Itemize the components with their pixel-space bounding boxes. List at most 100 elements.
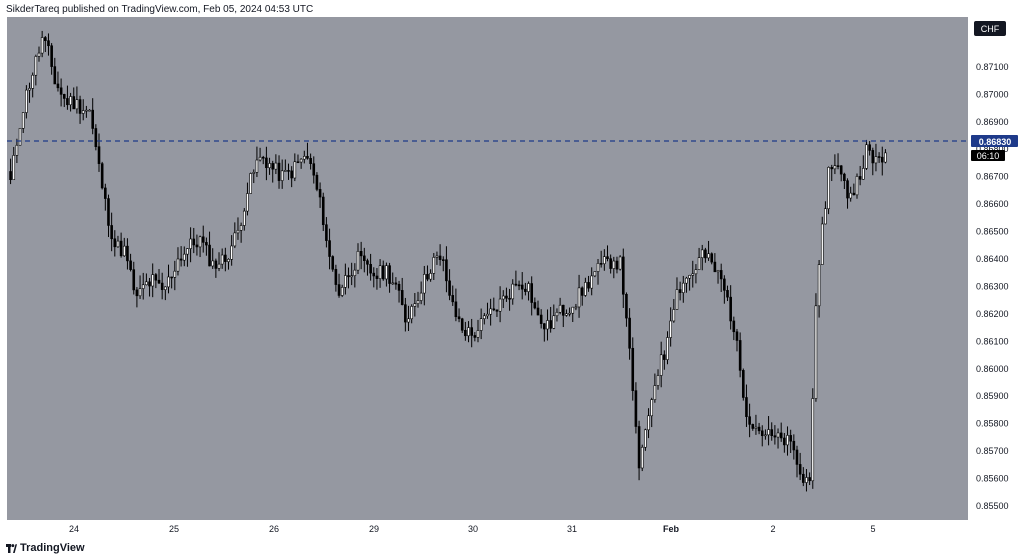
- candle-body: [792, 440, 796, 451]
- candle: [700, 244, 704, 271]
- candle: [454, 288, 458, 322]
- candle-body: [849, 192, 852, 199]
- candle: [599, 250, 603, 268]
- candle: [505, 287, 508, 302]
- candle: [445, 246, 448, 293]
- candle-body: [246, 193, 249, 212]
- candle-body: [198, 236, 202, 248]
- candle: [704, 247, 707, 263]
- candle: [669, 307, 672, 347]
- candle-body: [846, 180, 849, 199]
- candle-body: [618, 256, 622, 270]
- candle-body: [129, 260, 132, 270]
- price-tick-label: 0.85700: [976, 446, 1009, 456]
- candle-body: [675, 289, 679, 310]
- candle-body: [236, 229, 240, 234]
- candle-body: [448, 280, 451, 296]
- candle-body: [110, 225, 113, 240]
- candle: [145, 273, 148, 286]
- candle: [719, 263, 723, 293]
- candle-body: [141, 284, 145, 289]
- candle: [28, 82, 31, 103]
- candle-body: [255, 159, 259, 173]
- candle: [271, 160, 275, 183]
- candle-body: [486, 313, 489, 317]
- candle: [795, 445, 799, 478]
- candle-body: [729, 296, 732, 322]
- candle-body: [625, 293, 628, 319]
- candle-body: [151, 274, 155, 287]
- tradingview-brand: TradingView: [20, 542, 85, 554]
- candle-body: [91, 109, 94, 129]
- candle: [751, 423, 755, 431]
- candle: [824, 201, 827, 225]
- candle-body: [249, 173, 252, 194]
- candle-body: [546, 320, 549, 330]
- candle-body: [476, 330, 480, 338]
- candle-body: [827, 167, 830, 210]
- candle-body: [138, 288, 142, 297]
- candle: [50, 43, 53, 75]
- candle: [448, 269, 451, 301]
- candle: [697, 247, 701, 270]
- candle-body: [325, 224, 328, 241]
- candle-body: [296, 161, 300, 164]
- candle: [852, 183, 856, 196]
- candle: [483, 313, 486, 325]
- candle-body: [366, 260, 369, 265]
- time-tick-label: 25: [169, 524, 179, 534]
- candle-body: [394, 282, 398, 285]
- candle-body: [612, 260, 616, 269]
- candle-body: [536, 307, 540, 316]
- candlestick-chart[interactable]: [7, 17, 968, 537]
- candle: [15, 138, 19, 163]
- candle: [558, 297, 562, 315]
- candle-body: [773, 435, 777, 438]
- candle: [738, 332, 742, 378]
- candle-body: [31, 74, 34, 89]
- candle: [347, 267, 350, 289]
- candle: [397, 280, 401, 303]
- candle-body: [201, 236, 205, 243]
- candle-body: [681, 282, 685, 293]
- candle-body: [47, 40, 50, 47]
- candle: [309, 153, 312, 170]
- candle-body: [119, 240, 123, 257]
- candle: [47, 33, 50, 56]
- candle: [56, 71, 60, 92]
- candle-body: [457, 316, 461, 320]
- candle-body: [293, 161, 297, 179]
- candle-body: [492, 308, 496, 311]
- candle: [388, 262, 391, 293]
- candle: [606, 245, 609, 262]
- candle-body: [789, 435, 792, 442]
- time-axis-canvas: 24 25 26 29 30 31 Feb 2 5: [69, 524, 876, 534]
- candle-body: [830, 167, 834, 170]
- candle-body: [309, 158, 312, 164]
- candle-body: [735, 331, 739, 341]
- candle-body: [805, 477, 808, 483]
- candle-body: [539, 314, 543, 324]
- candle-body: [852, 192, 856, 196]
- candle-body: [770, 429, 774, 436]
- candle-body: [628, 317, 631, 349]
- tradingview-footer[interactable]: TradingView: [6, 542, 85, 554]
- candle: [126, 238, 129, 270]
- candle-body: [359, 251, 363, 257]
- candle-body: [356, 251, 360, 271]
- candle-body: [381, 265, 385, 280]
- candle: [255, 146, 259, 178]
- candle: [419, 281, 423, 305]
- candle: [312, 156, 316, 184]
- candle: [470, 318, 473, 348]
- candle-body: [435, 255, 439, 258]
- candle: [498, 286, 502, 323]
- price-axis[interactable]: 0.87100 0.87000 0.86900 0.86800 0.86700 0.866…: [968, 17, 1024, 537]
- candle-body: [284, 170, 287, 172]
- time-axis[interactable]: 24 25 26 29 30 31 Feb 2 5: [7, 520, 968, 537]
- candle-body: [350, 275, 353, 278]
- chart-canvas[interactable]: [7, 17, 968, 520]
- price-tick-label: 0.85500: [976, 501, 1009, 511]
- candle: [268, 157, 271, 175]
- candle-body: [688, 275, 691, 279]
